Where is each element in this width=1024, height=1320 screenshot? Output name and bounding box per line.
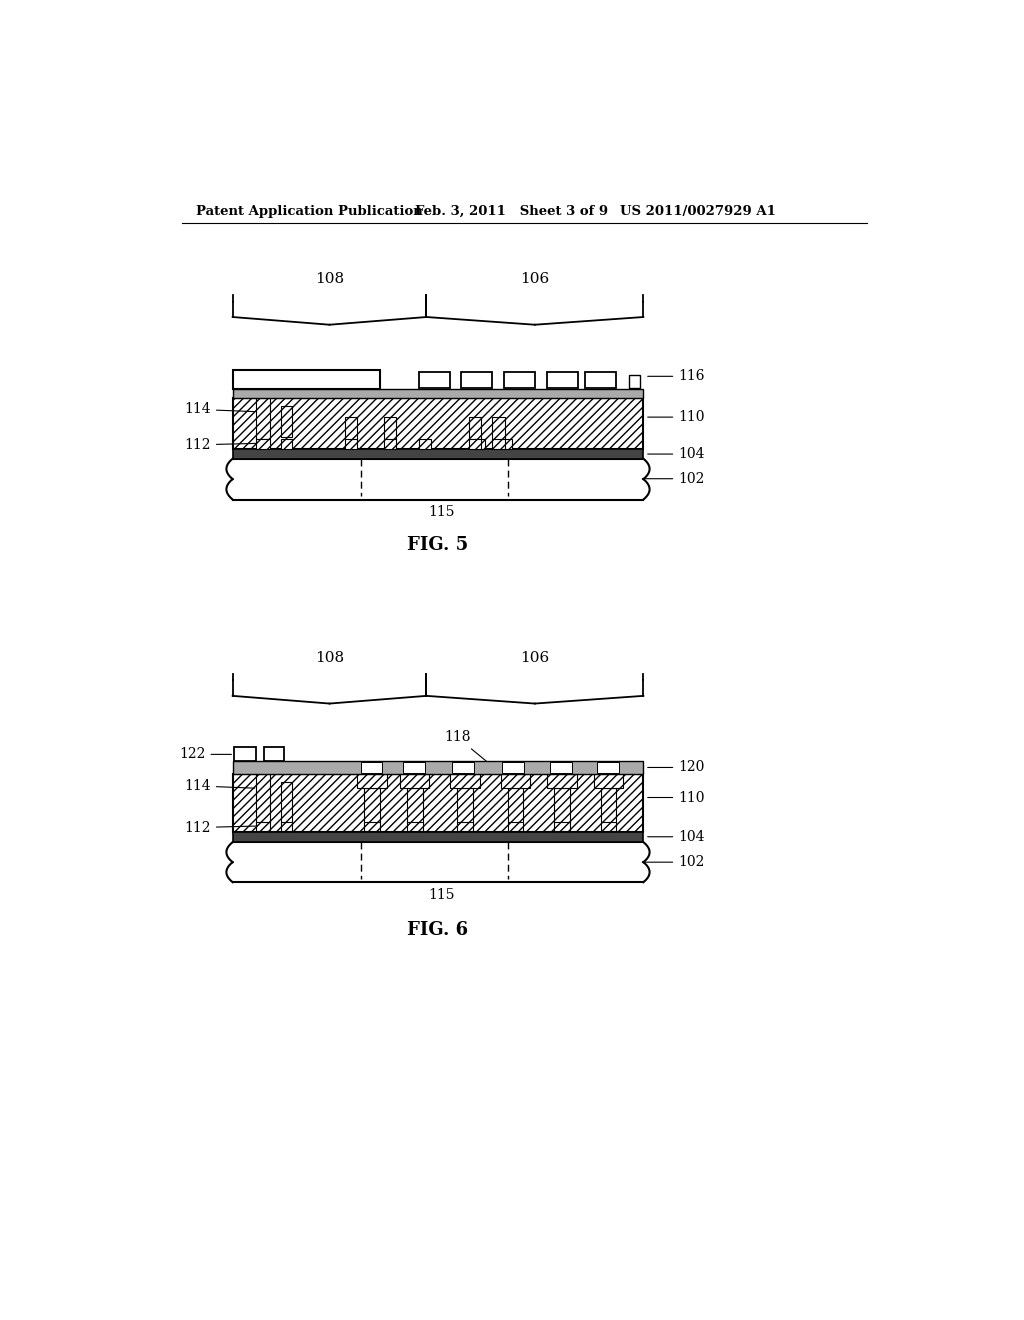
Text: 104: 104 <box>648 830 705 843</box>
Bar <box>452 762 474 774</box>
Bar <box>357 775 387 788</box>
Bar <box>400 775 429 788</box>
Bar <box>547 372 578 388</box>
Bar <box>504 372 535 388</box>
Bar <box>232 449 643 459</box>
Bar <box>263 747 284 762</box>
Bar <box>282 405 292 437</box>
Bar <box>597 762 618 774</box>
Text: 122: 122 <box>179 747 231 762</box>
Bar <box>232 832 643 842</box>
Bar <box>493 440 505 449</box>
Text: US 2011/0027929 A1: US 2011/0027929 A1 <box>621 205 776 218</box>
Bar <box>419 372 450 388</box>
Bar <box>345 417 357 441</box>
Text: 110: 110 <box>648 791 705 804</box>
Bar <box>256 440 270 449</box>
Bar <box>508 822 523 832</box>
Text: 114: 114 <box>184 403 255 416</box>
Text: 115: 115 <box>429 506 455 519</box>
Text: Patent Application Publication: Patent Application Publication <box>197 205 423 218</box>
Text: 120: 120 <box>648 760 705 775</box>
Bar <box>407 822 423 832</box>
Bar <box>384 440 396 449</box>
Bar <box>232 459 643 499</box>
Bar <box>232 389 643 397</box>
Bar <box>232 842 643 882</box>
Bar <box>461 372 493 388</box>
Bar <box>256 397 270 438</box>
Bar <box>550 762 572 774</box>
Bar <box>601 822 616 832</box>
Bar <box>601 788 616 822</box>
Bar <box>554 822 569 832</box>
Bar <box>458 822 473 832</box>
Bar <box>586 372 616 388</box>
Text: 102: 102 <box>642 471 705 486</box>
Bar <box>503 762 524 774</box>
Text: 112: 112 <box>184 821 257 834</box>
Text: FIG. 5: FIG. 5 <box>408 536 469 553</box>
Text: 106: 106 <box>520 272 550 286</box>
Text: 104: 104 <box>648 447 705 461</box>
Bar <box>473 440 485 449</box>
Bar <box>232 370 380 389</box>
Bar <box>232 775 643 832</box>
Text: 108: 108 <box>315 651 344 665</box>
Bar <box>256 822 270 832</box>
Bar <box>508 788 523 822</box>
Bar <box>469 417 481 441</box>
Text: 108: 108 <box>315 272 344 286</box>
Text: 102: 102 <box>642 855 705 869</box>
Bar <box>500 440 512 449</box>
Bar <box>256 775 270 822</box>
Bar <box>501 775 530 788</box>
Bar <box>282 822 292 832</box>
Text: 110: 110 <box>648 411 705 424</box>
Bar <box>384 417 396 441</box>
Bar <box>458 788 473 822</box>
Text: 112: 112 <box>184 438 257 451</box>
Bar <box>554 788 569 822</box>
Text: 115: 115 <box>429 888 455 903</box>
Bar <box>234 747 256 762</box>
Bar <box>365 822 380 832</box>
Bar <box>419 440 431 449</box>
Text: 118: 118 <box>444 730 486 762</box>
Bar <box>360 762 382 774</box>
Bar <box>547 775 577 788</box>
Bar <box>232 397 643 449</box>
Bar <box>493 417 505 441</box>
Bar <box>451 775 480 788</box>
Bar <box>345 440 357 449</box>
Text: 114: 114 <box>184 779 255 793</box>
Text: FIG. 6: FIG. 6 <box>408 921 469 939</box>
Text: 106: 106 <box>520 651 550 665</box>
Bar <box>469 440 481 449</box>
Bar <box>403 762 425 774</box>
Bar <box>594 775 624 788</box>
Text: 116: 116 <box>648 370 705 383</box>
Bar <box>407 788 423 822</box>
Bar <box>282 440 292 449</box>
Text: Feb. 3, 2011   Sheet 3 of 9: Feb. 3, 2011 Sheet 3 of 9 <box>415 205 608 218</box>
Bar <box>630 375 640 388</box>
Bar <box>365 788 380 822</box>
Bar <box>282 781 292 822</box>
Bar <box>232 762 643 775</box>
